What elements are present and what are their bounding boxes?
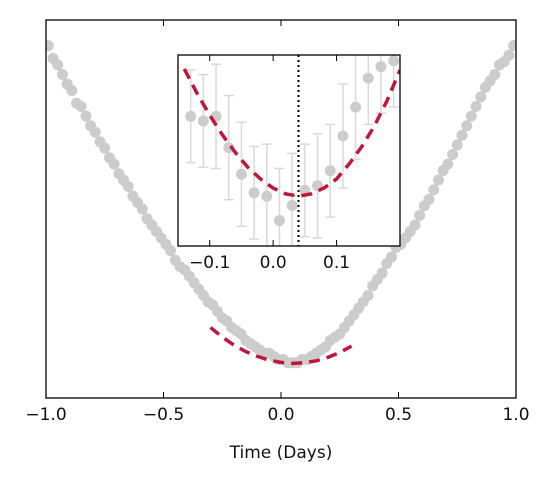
main-data-point xyxy=(122,181,134,193)
inset-series-group xyxy=(182,55,400,246)
main-x-tick-label: −1.0 xyxy=(25,405,66,425)
inset-data-point xyxy=(248,187,260,199)
main-data-point xyxy=(66,84,78,96)
inset-data-point xyxy=(337,130,349,142)
main-fit-line xyxy=(209,326,353,366)
main-data-point xyxy=(503,49,515,61)
inset-data-point xyxy=(286,199,298,211)
main-data-point xyxy=(165,245,177,257)
inset-fit-line xyxy=(182,68,400,198)
main-data-point xyxy=(52,59,64,71)
main-data-point xyxy=(489,68,501,80)
inset-x-tick-label: 0.0 xyxy=(260,253,287,273)
main-data-point xyxy=(376,267,388,279)
inset-data-point xyxy=(261,190,273,202)
main-data-point xyxy=(108,158,120,170)
main-x-tick-label: 1.0 xyxy=(502,405,529,425)
main-data-point xyxy=(136,203,148,215)
main-x-tick-label: 0.5 xyxy=(385,405,412,425)
main-data-point xyxy=(99,142,111,154)
main-data-point xyxy=(75,100,87,112)
main-data-point xyxy=(385,251,397,263)
main-data-point xyxy=(465,110,477,122)
main-data-point xyxy=(428,184,440,196)
inset-data-point xyxy=(197,115,209,127)
main-data-point xyxy=(56,68,68,80)
inset-data-point xyxy=(350,101,362,113)
main-data-point xyxy=(461,120,473,132)
inset-data-point xyxy=(375,61,387,73)
x-axis-label: Time (Days) xyxy=(229,443,333,463)
main-data-point xyxy=(46,40,54,52)
inset-x-tick-label: 0.1 xyxy=(323,253,350,273)
main-data-point xyxy=(470,100,482,112)
main-data-point xyxy=(508,40,516,52)
inset-data-point xyxy=(273,215,285,227)
main-data-point xyxy=(456,129,468,141)
inset-data-point xyxy=(388,55,400,67)
main-data-point xyxy=(423,193,435,205)
main-data-point xyxy=(362,289,374,301)
inset-data-point xyxy=(185,110,197,122)
inset-data-point xyxy=(223,142,235,154)
main-x-tick-label: 0.0 xyxy=(267,405,294,425)
inset-axes-frame xyxy=(177,54,401,247)
inset-x-tick-label: −0.1 xyxy=(189,253,230,273)
main-data-point xyxy=(414,209,426,221)
main-data-point xyxy=(475,91,487,103)
main-data-point xyxy=(89,126,101,138)
main-series-group xyxy=(46,40,516,369)
main-data-point xyxy=(80,110,92,122)
main-data-point xyxy=(442,158,454,170)
main-x-tick-label: −0.5 xyxy=(143,405,184,425)
inset-data-point xyxy=(362,72,374,84)
inset-data-point xyxy=(324,165,336,177)
main-data-point xyxy=(432,174,444,186)
inset-data-point xyxy=(235,168,247,180)
inset-plot-area xyxy=(178,55,400,246)
main-data-point xyxy=(447,149,459,161)
main-data-point xyxy=(409,219,421,231)
main-data-point xyxy=(451,139,463,151)
